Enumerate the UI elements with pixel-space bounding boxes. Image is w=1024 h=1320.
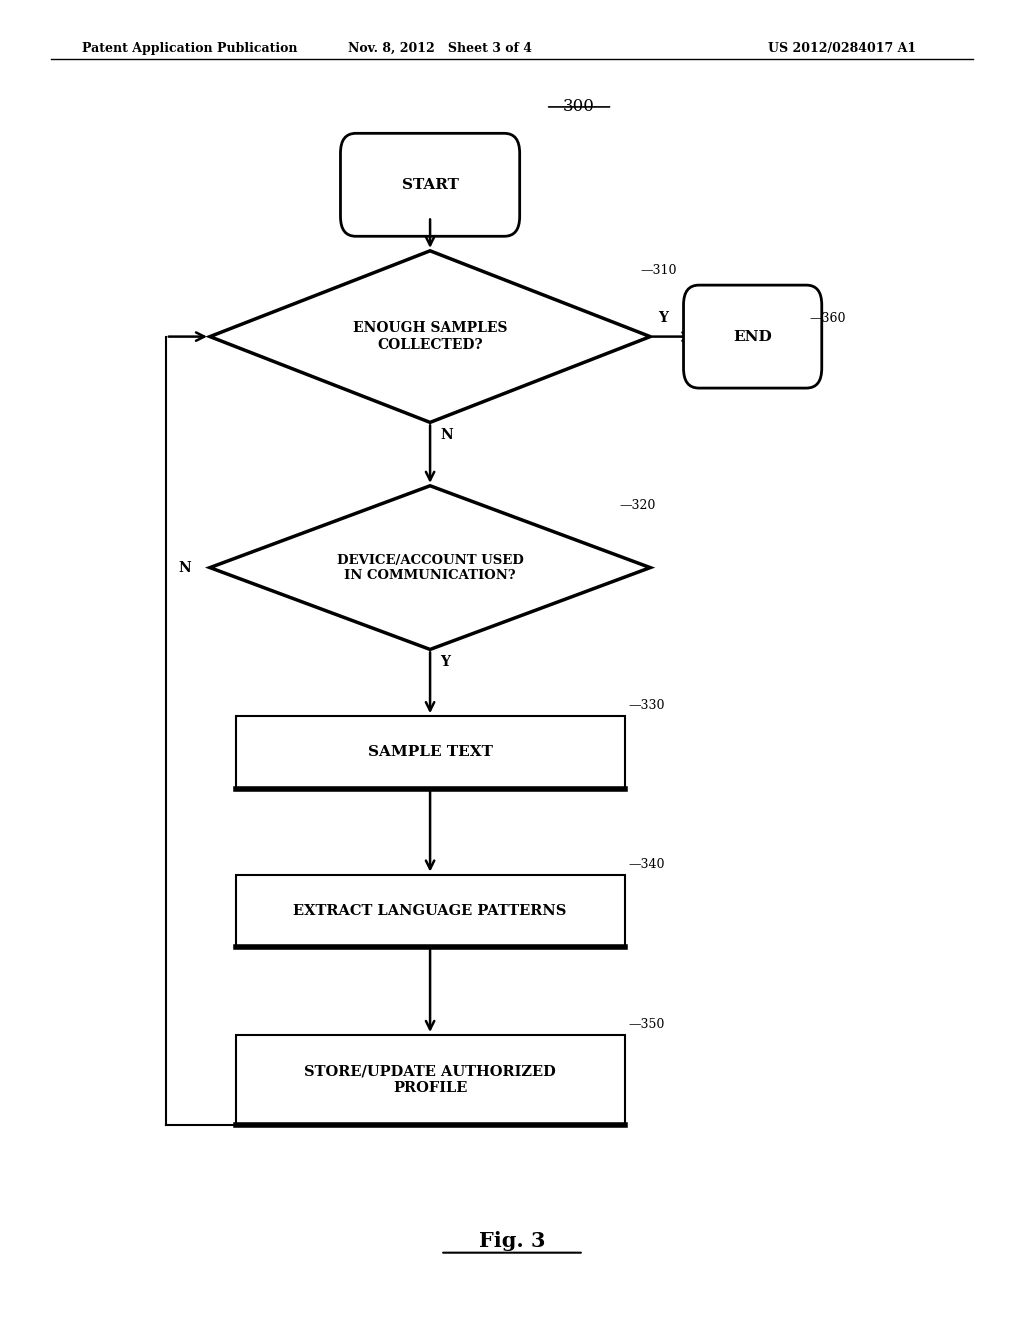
Text: ENOUGH SAMPLES
COLLECTED?: ENOUGH SAMPLES COLLECTED? — [353, 322, 507, 351]
Text: —350: —350 — [629, 1018, 666, 1031]
Text: START: START — [401, 178, 459, 191]
Text: Patent Application Publication: Patent Application Publication — [82, 42, 297, 55]
Text: Y: Y — [658, 312, 669, 325]
Text: N: N — [440, 428, 453, 442]
Text: Nov. 8, 2012   Sheet 3 of 4: Nov. 8, 2012 Sheet 3 of 4 — [348, 42, 532, 55]
Text: Y: Y — [440, 655, 451, 669]
FancyBboxPatch shape — [684, 285, 821, 388]
Text: N: N — [179, 561, 191, 574]
Text: 300: 300 — [562, 98, 595, 115]
Bar — [236, 874, 625, 948]
Text: US 2012/0284017 A1: US 2012/0284017 A1 — [768, 42, 916, 55]
Text: STORE/UPDATE AUTHORIZED
PROFILE: STORE/UPDATE AUTHORIZED PROFILE — [304, 1065, 556, 1094]
Text: EXTRACT LANGUAGE PATTERNS: EXTRACT LANGUAGE PATTERNS — [294, 904, 566, 917]
Text: SAMPLE TEXT: SAMPLE TEXT — [368, 746, 493, 759]
Text: —320: —320 — [620, 499, 656, 512]
Bar — [236, 715, 625, 789]
Text: —340: —340 — [629, 858, 666, 871]
Text: —330: —330 — [629, 700, 666, 713]
Bar — [236, 1035, 625, 1125]
Text: DEVICE/ACCOUNT USED
IN COMMUNICATION?: DEVICE/ACCOUNT USED IN COMMUNICATION? — [337, 553, 523, 582]
Text: END: END — [733, 330, 772, 343]
Text: Fig. 3: Fig. 3 — [479, 1230, 545, 1251]
Polygon shape — [210, 251, 650, 422]
FancyBboxPatch shape — [340, 133, 519, 236]
Text: —310: —310 — [640, 264, 677, 277]
Text: —360: —360 — [809, 312, 846, 325]
Polygon shape — [210, 486, 650, 649]
